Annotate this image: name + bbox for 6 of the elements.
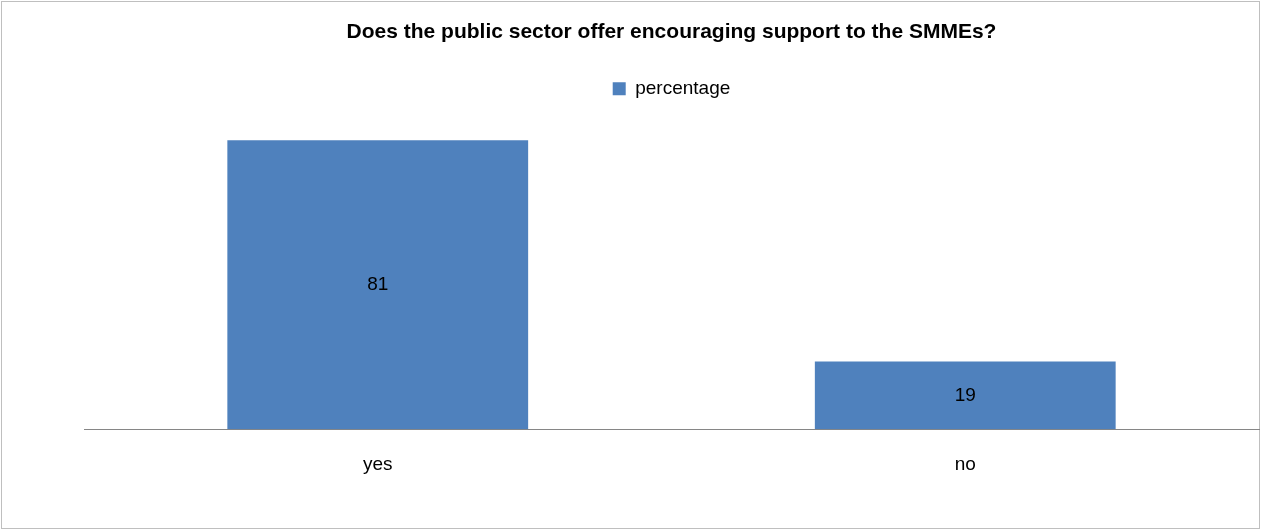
data-label: 81: [367, 272, 389, 294]
x-tick-label: no: [954, 452, 976, 474]
x-tick-label: yes: [362, 452, 393, 474]
chart-title: Does the public sector offer encouraging support to the SMMEs?: [346, 19, 997, 43]
data-label: 19: [954, 383, 976, 405]
legend-label: percentage: [635, 76, 731, 98]
